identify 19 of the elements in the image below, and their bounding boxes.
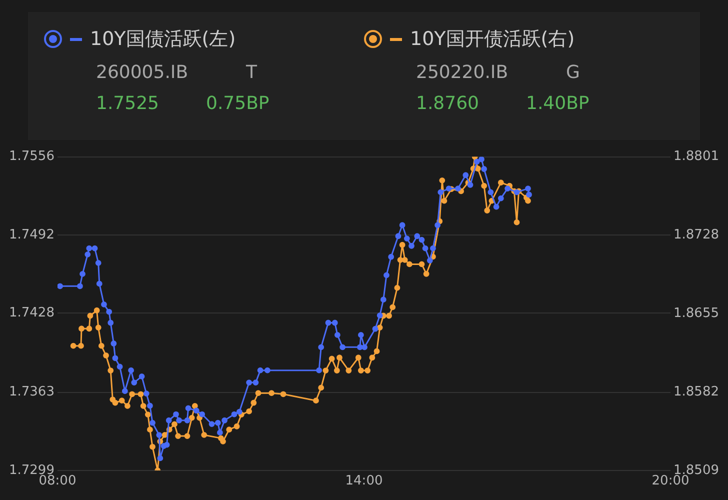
y2-tick-label: 1.8582 (674, 384, 720, 400)
text: 0.75BP (206, 93, 270, 114)
legend-label: 10Y国开债活跃(右) (410, 27, 575, 52)
text: 260005.IB (96, 62, 190, 83)
y2-tick-label: 1.8801 (674, 149, 720, 164)
text: 250220.IB (416, 62, 510, 83)
text: G (566, 62, 580, 83)
text: 1.40BP (526, 93, 590, 114)
x-tick-label: 14:00 (345, 474, 383, 489)
y-tick-label: 1.7492 (8, 227, 54, 242)
y-tick-label: 1.7556 (8, 149, 54, 164)
legend-label: 10Y国债活跃(左) (90, 27, 236, 52)
y-tick-label: 1.7428 (8, 305, 54, 320)
y2-tick-label: 1.8728 (674, 228, 720, 243)
y2-tick-label: 1.8655 (674, 306, 720, 321)
y-tick-label: 1.7363 (8, 384, 54, 400)
text: T (246, 62, 257, 83)
text: 1.7525 (96, 93, 160, 114)
text: 1.8760 (416, 93, 480, 114)
